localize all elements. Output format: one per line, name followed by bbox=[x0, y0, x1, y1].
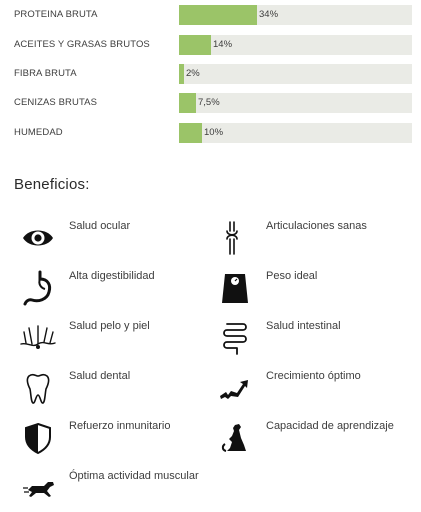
nutrition-bar-fill bbox=[179, 35, 211, 55]
benefit-label: Capacidad de aprendizaje bbox=[266, 420, 394, 432]
nutrition-value: 34% bbox=[259, 9, 279, 20]
nutrition-row-humedad: HUMEDAD 10% bbox=[0, 123, 421, 143]
benefit-articulaciones: Articulaciones sanas bbox=[217, 220, 407, 260]
benefit-inmunitario: Refuerzo inmunitario bbox=[20, 420, 210, 460]
benefit-label: Óptima actividad muscular bbox=[69, 470, 199, 482]
nutrition-label: ACEITES Y GRASAS BRUTOS bbox=[14, 39, 150, 50]
nutrition-bar-track: 34% bbox=[179, 5, 412, 25]
hair-skin-icon bbox=[20, 320, 56, 356]
joint-icon bbox=[217, 220, 253, 256]
tooth-icon bbox=[20, 370, 56, 406]
nutrition-value: 10% bbox=[204, 127, 224, 138]
benefit-label: Alta digestibilidad bbox=[69, 270, 155, 282]
benefit-aprendizaje: Capacidad de aprendizaje bbox=[217, 420, 407, 460]
benefit-label: Salud pelo y piel bbox=[69, 320, 150, 332]
nutrition-label: CENIZAS BRUTAS bbox=[14, 97, 98, 108]
stomach-icon bbox=[20, 270, 56, 306]
benefit-pelo-piel: Salud pelo y piel bbox=[20, 320, 210, 360]
benefit-label: Crecimiento óptimo bbox=[266, 370, 361, 382]
nutrition-value: 7,5% bbox=[198, 97, 220, 108]
benefit-label: Refuerzo inmunitario bbox=[69, 420, 171, 432]
nutrition-value: 14% bbox=[213, 39, 233, 50]
benefit-peso-ideal: Peso ideal bbox=[217, 270, 407, 310]
running-dog-icon bbox=[20, 470, 56, 506]
nutrition-label: FIBRA BRUTA bbox=[14, 68, 77, 79]
scale-icon bbox=[217, 270, 253, 306]
benefits-title: Beneficios: bbox=[14, 176, 90, 193]
nutrition-bar-fill bbox=[179, 5, 257, 25]
benefit-crecimiento: Crecimiento óptimo bbox=[217, 370, 407, 410]
nutrition-bar-fill bbox=[179, 93, 196, 113]
shield-icon bbox=[20, 420, 56, 456]
nutrition-bar-track: 14% bbox=[179, 35, 412, 55]
intestine-icon bbox=[217, 320, 253, 356]
nutrition-row-cenizas: CENIZAS BRUTAS 7,5% bbox=[0, 93, 421, 113]
benefit-digestibilidad: Alta digestibilidad bbox=[20, 270, 210, 310]
growth-icon bbox=[217, 370, 253, 406]
benefit-label: Salud ocular bbox=[69, 220, 131, 232]
sitting-dog-icon bbox=[217, 420, 253, 456]
benefit-label: Salud dental bbox=[69, 370, 131, 382]
nutrition-row-proteina: PROTEINA BRUTA 34% bbox=[0, 5, 421, 25]
eye-icon bbox=[20, 220, 56, 256]
benefit-label: Articulaciones sanas bbox=[266, 220, 367, 232]
nutrition-row-aceites: ACEITES Y GRASAS BRUTOS 14% bbox=[0, 35, 421, 55]
nutrition-label: HUMEDAD bbox=[14, 127, 63, 138]
benefit-muscular: Óptima actividad muscular bbox=[20, 470, 210, 510]
nutrition-bar-fill bbox=[179, 123, 202, 143]
nutrition-row-fibra: FIBRA BRUTA 2% bbox=[0, 64, 421, 84]
benefit-dental: Salud dental bbox=[20, 370, 210, 410]
benefit-label: Salud intestinal bbox=[266, 320, 341, 332]
nutrition-bar-track: 7,5% bbox=[179, 93, 412, 113]
nutrition-bar-track: 2% bbox=[179, 64, 412, 84]
benefit-label: Peso ideal bbox=[266, 270, 318, 282]
nutrition-bar-track: 10% bbox=[179, 123, 412, 143]
benefit-intestinal: Salud intestinal bbox=[217, 320, 407, 360]
nutrition-bar-fill bbox=[179, 64, 184, 84]
nutrition-value: 2% bbox=[186, 68, 200, 79]
nutrition-label: PROTEINA BRUTA bbox=[14, 9, 98, 20]
benefit-salud-ocular: Salud ocular bbox=[20, 220, 210, 260]
